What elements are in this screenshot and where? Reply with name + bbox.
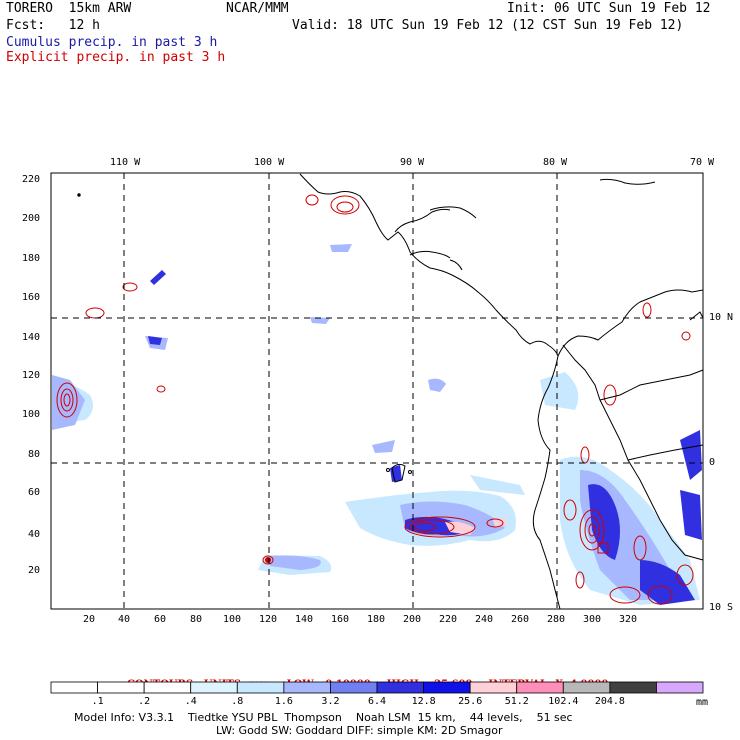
x-tick-100: 100 xyxy=(223,614,242,625)
colorbar-swatch xyxy=(376,681,424,694)
colorbar-swatch xyxy=(469,681,518,694)
lon-label-80w: 80 W xyxy=(543,157,568,168)
explicit-precip-contours xyxy=(56,194,694,605)
x-tick-80: 80 xyxy=(190,614,203,625)
colorbar xyxy=(50,681,704,694)
x-tick-300: 300 xyxy=(583,614,602,625)
y-tick-60: 60 xyxy=(28,487,41,498)
colorbar-swatch xyxy=(50,681,98,694)
lat-label-10n: 10 N xyxy=(709,312,734,323)
colorbar-swatch xyxy=(143,681,192,694)
colorbar-label: 1.6 xyxy=(274,696,293,707)
y-tick-140: 140 xyxy=(22,332,41,343)
colorbar-label: 3.2 xyxy=(321,696,340,707)
colorbar-swatch xyxy=(516,681,564,694)
colorbar-swatch xyxy=(562,681,611,694)
colorbar-swatch xyxy=(609,681,657,694)
lat-label-10s: 10 S xyxy=(709,602,734,613)
colorbar-label: .2 xyxy=(138,696,151,707)
x-tick-240: 240 xyxy=(475,614,494,625)
colorbar-swatch xyxy=(330,681,378,694)
y-tick-220: 220 xyxy=(22,174,41,185)
graticule xyxy=(51,173,703,609)
y-tick-20: 20 xyxy=(28,565,41,576)
colorbar-label: 25.6 xyxy=(458,696,483,707)
y-tick-80: 80 xyxy=(28,449,41,460)
model-title: TORERO 15km ARW xyxy=(6,1,132,16)
lon-label-100w: 100 W xyxy=(254,157,285,168)
x-tick-120: 120 xyxy=(259,614,278,625)
colorbar-label: 6.4 xyxy=(368,696,387,707)
valid-time: Valid: 18 UTC Sun 19 Feb 12 (12 CST Sun … xyxy=(292,18,684,33)
lon-label-110w: 110 W xyxy=(110,157,141,168)
colorbar-swatch xyxy=(283,681,331,694)
x-tick-220: 220 xyxy=(439,614,458,625)
colorbar-swatch xyxy=(97,681,145,694)
x-tick-40: 40 xyxy=(118,614,131,625)
colorbar-label: 204.8 xyxy=(594,696,625,707)
x-tick-280: 280 xyxy=(547,614,566,625)
colorbar-label: 12.8 xyxy=(411,696,436,707)
y-tick-40: 40 xyxy=(28,529,41,540)
lat-label-0: 0 xyxy=(709,457,716,468)
colorbar-label: 102.4 xyxy=(548,696,579,707)
x-tick-140: 140 xyxy=(295,614,314,625)
coastlines xyxy=(77,173,704,610)
cumulus-legend: Cumulus precip. in past 3 h xyxy=(6,35,218,50)
colorbar-swatch xyxy=(656,681,704,694)
y-tick-160: 160 xyxy=(22,292,41,303)
colorbar-swatch xyxy=(236,681,285,694)
x-tick-20: 20 xyxy=(83,614,96,625)
lon-label-70w: 70 W xyxy=(690,157,715,168)
colorbar-label: .4 xyxy=(184,696,197,707)
model-info-line1: Model Info: V3.3.1 Tiedtke YSU PBL Thomp… xyxy=(74,711,573,724)
colorbar-label: .8 xyxy=(231,696,244,707)
colorbar-label: .1 xyxy=(91,696,104,707)
strong-precip-marker xyxy=(265,557,271,563)
x-tick-320: 320 xyxy=(619,614,638,625)
model-info-line2: LW: Godd SW: Goddard DIFF: simple KM: 2D… xyxy=(216,724,503,737)
colorbar-label: 51.2 xyxy=(504,696,529,707)
forecast-hour: Fcst: 12 h xyxy=(6,18,100,33)
colorbar-swatch xyxy=(423,681,471,694)
y-tick-120: 120 xyxy=(22,370,41,381)
heavy-precip-areas xyxy=(148,270,702,605)
org-label: NCAR/MMM xyxy=(226,1,289,16)
y-tick-200: 200 xyxy=(22,213,41,224)
x-tick-260: 260 xyxy=(511,614,530,625)
x-tick-60: 60 xyxy=(154,614,167,625)
x-tick-180: 180 xyxy=(367,614,386,625)
colorbar-unit: mm xyxy=(696,697,709,708)
lon-label-90w: 90 W xyxy=(400,157,425,168)
explicit-legend: Explicit precip. in past 3 h xyxy=(6,50,226,65)
init-time: Init: 06 UTC Sun 19 Feb 12 xyxy=(507,1,711,16)
y-tick-100: 100 xyxy=(22,409,41,420)
x-tick-200: 200 xyxy=(403,614,422,625)
x-tick-160: 160 xyxy=(331,614,350,625)
colorbar-swatch xyxy=(190,681,238,694)
y-tick-180: 180 xyxy=(22,253,41,264)
